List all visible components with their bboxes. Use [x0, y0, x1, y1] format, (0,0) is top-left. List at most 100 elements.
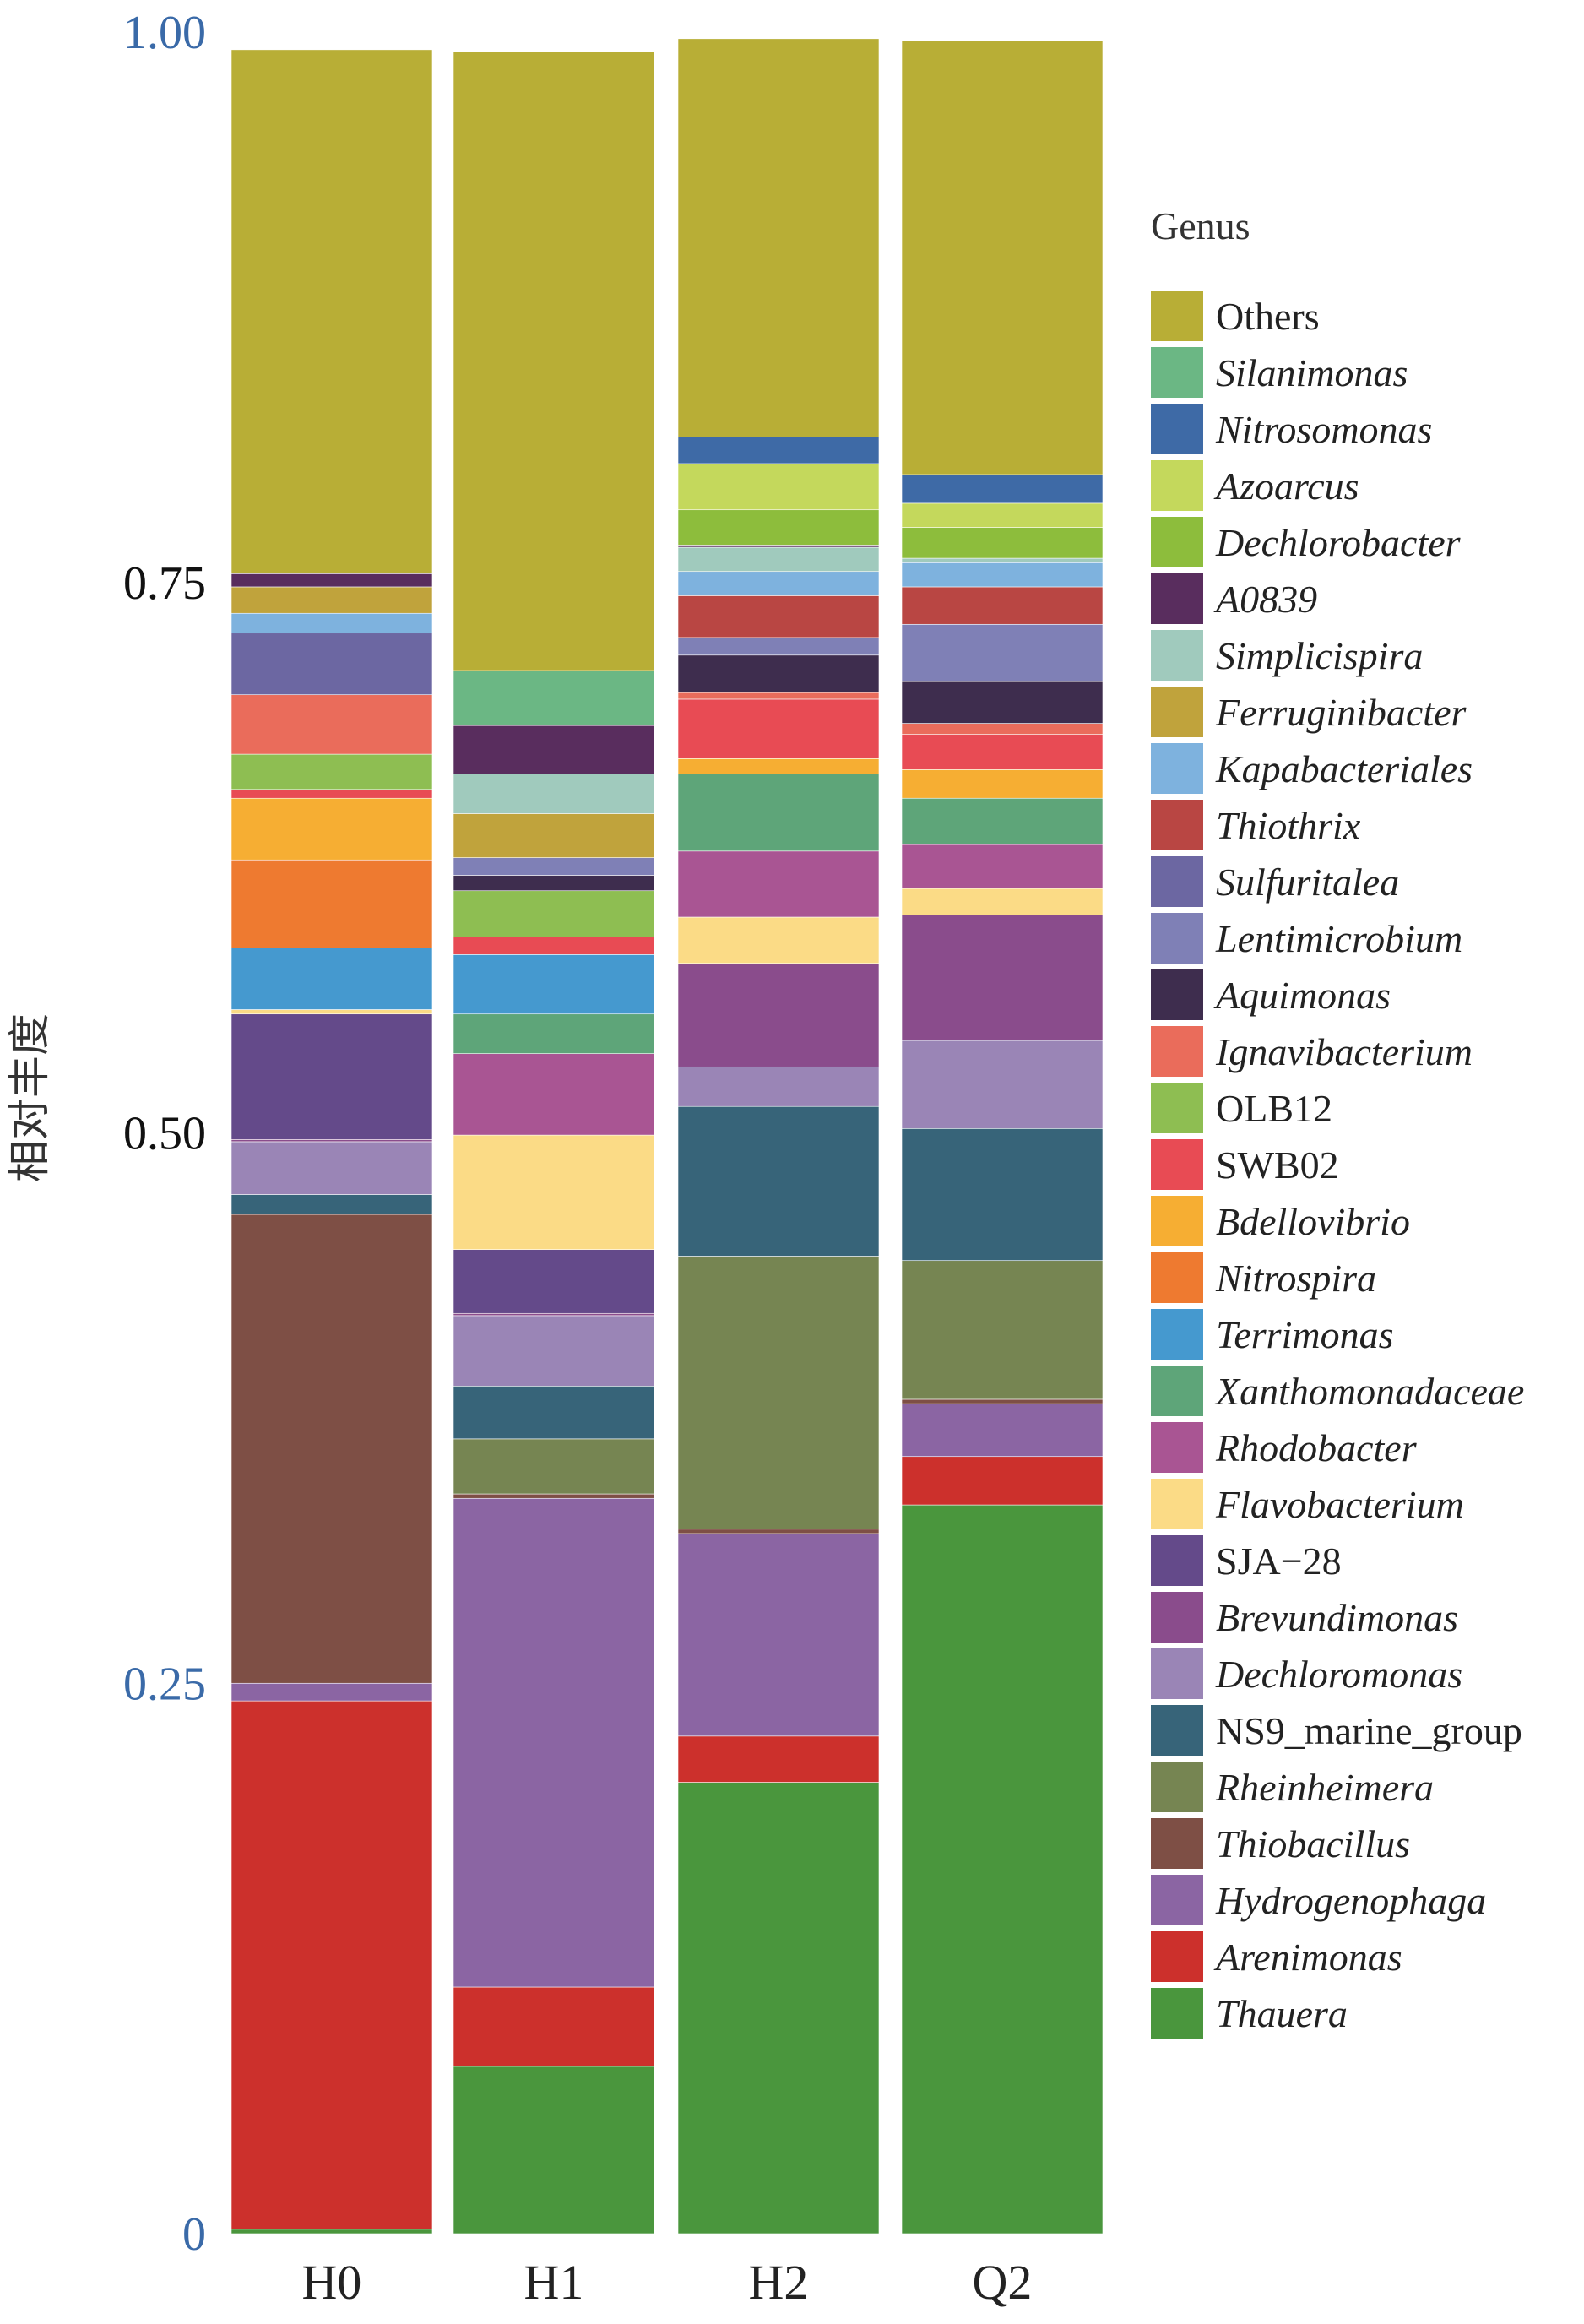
bar-segment — [231, 1194, 433, 1215]
bar-segment — [901, 1504, 1104, 2234]
legend-label: Brevundimonas — [1216, 1596, 1458, 1639]
bar-segment — [453, 1986, 655, 2067]
bar-segment — [453, 2066, 655, 2234]
legend-label: Thiobacillus — [1216, 1822, 1410, 1865]
bar-segment — [901, 502, 1104, 528]
bar-segment — [231, 859, 433, 948]
legend-swatch — [1151, 1252, 1203, 1303]
legend-label: Dechloromonas — [1215, 1653, 1462, 1696]
bar-segment — [677, 571, 880, 596]
bar-segment — [901, 1127, 1104, 1262]
legend-label: Nitrospira — [1215, 1257, 1376, 1300]
x-tick-label: H0 — [302, 2255, 362, 2310]
bar-segment — [453, 890, 655, 937]
legend-swatch — [1151, 913, 1203, 964]
bar-segment — [901, 1040, 1104, 1129]
bar-segment — [677, 595, 880, 638]
bar-segment — [901, 723, 1104, 735]
legend-label: Xanthomonadaceae — [1214, 1370, 1524, 1413]
bar-segment — [677, 1066, 880, 1107]
bar-segment — [231, 573, 433, 588]
legend-label: Kapabacteriales — [1215, 747, 1473, 790]
x-tick-label: H1 — [524, 2255, 584, 2310]
bar-segment — [453, 670, 655, 726]
legend-label: Lentimicrobium — [1215, 917, 1462, 960]
bar-segment — [453, 1497, 655, 1988]
legend-swatch — [1151, 573, 1203, 624]
legend-swatch — [1151, 404, 1203, 454]
legend-swatch — [1151, 1705, 1203, 1756]
x-tick-label: H2 — [749, 2255, 809, 2310]
legend-label: A0839 — [1213, 578, 1317, 621]
bar-segment — [231, 1009, 433, 1015]
legend-swatch — [1151, 1196, 1203, 1246]
y-tick-label: 0.75 — [123, 557, 206, 610]
legend-label: Azoarcus — [1213, 464, 1359, 508]
legend-label: Aquimonas — [1213, 974, 1391, 1017]
legend-swatch — [1151, 1139, 1203, 1190]
bar-segment — [901, 888, 1104, 915]
bar-segment — [453, 1312, 655, 1317]
bar-segment — [901, 844, 1104, 889]
legend-title: Genus — [1151, 204, 1250, 247]
bar-segment — [453, 1493, 655, 1499]
legend-swatch — [1151, 1818, 1203, 1869]
bar-segment — [677, 463, 880, 511]
bar-segment — [231, 1013, 433, 1140]
bar-segment — [453, 1315, 655, 1387]
bar-segment — [677, 963, 880, 1067]
bar-segment — [901, 1398, 1104, 1404]
y-tick-label: 0.25 — [123, 1658, 206, 1710]
legend-label: Terrimonas — [1216, 1313, 1393, 1356]
legend-label: Dechlorobacter — [1215, 521, 1462, 564]
legend-swatch — [1151, 1026, 1203, 1077]
y-tick-label: 1.00 — [123, 7, 206, 59]
y-tick-label: 0.50 — [123, 1108, 206, 1160]
legend-swatch — [1151, 856, 1203, 907]
bar-segment — [677, 1782, 880, 2234]
legend-label: Others — [1216, 295, 1320, 338]
legend-swatch — [1151, 1988, 1203, 2039]
bar-segment — [677, 437, 880, 464]
y-axis-label: 相对丰度 — [6, 1013, 53, 1182]
legend-label: Sulfuritalea — [1216, 861, 1399, 904]
legend-label: Ignavibacterium — [1215, 1030, 1473, 1073]
bar-segment — [453, 774, 655, 814]
bar-segment — [677, 850, 880, 918]
bar-segment — [453, 937, 655, 955]
legend-label: Flavobacterium — [1215, 1483, 1464, 1526]
bar-segment — [901, 557, 1104, 563]
legend-swatch — [1151, 1479, 1203, 1529]
bar-segment — [231, 2229, 433, 2234]
legend-label: SJA−28 — [1216, 1539, 1342, 1583]
bar-segment — [677, 38, 880, 437]
bar-segment — [231, 1682, 433, 1702]
bar-segment — [901, 769, 1104, 799]
bar-segment — [453, 52, 655, 671]
bar-segment — [677, 692, 880, 700]
legend-label: SWB02 — [1216, 1143, 1339, 1186]
bar-segment — [453, 875, 655, 892]
legend-items: Others Silanimonas Nitrosomonas Azoarcus Dec… — [1151, 290, 1524, 2039]
legend-swatch — [1151, 1422, 1203, 1473]
legend-swatch — [1151, 517, 1203, 567]
legend-swatch — [1151, 1592, 1203, 1643]
bar-segment — [453, 1053, 655, 1136]
legend-label: Hydrogenophaga — [1215, 1879, 1486, 1922]
bar-segment — [231, 1214, 433, 1684]
bar-segment — [453, 1386, 655, 1440]
bar-segment — [677, 1735, 880, 1783]
legend-swatch — [1151, 1931, 1203, 1982]
legend-label: Rheinheimera — [1215, 1766, 1434, 1809]
bar-segment — [231, 797, 433, 861]
legend-label: Thiothrix — [1216, 804, 1361, 847]
legend-swatch — [1151, 969, 1203, 1020]
legend-swatch — [1151, 1535, 1203, 1586]
legend-swatch — [1151, 1309, 1203, 1360]
legend-label: Rhodobacter — [1215, 1426, 1418, 1469]
bar-segment — [453, 1438, 655, 1495]
bar-segment — [901, 1260, 1104, 1400]
legend-swatch — [1151, 1875, 1203, 1925]
legend-swatch — [1151, 460, 1203, 511]
bar-segment — [231, 948, 433, 1010]
